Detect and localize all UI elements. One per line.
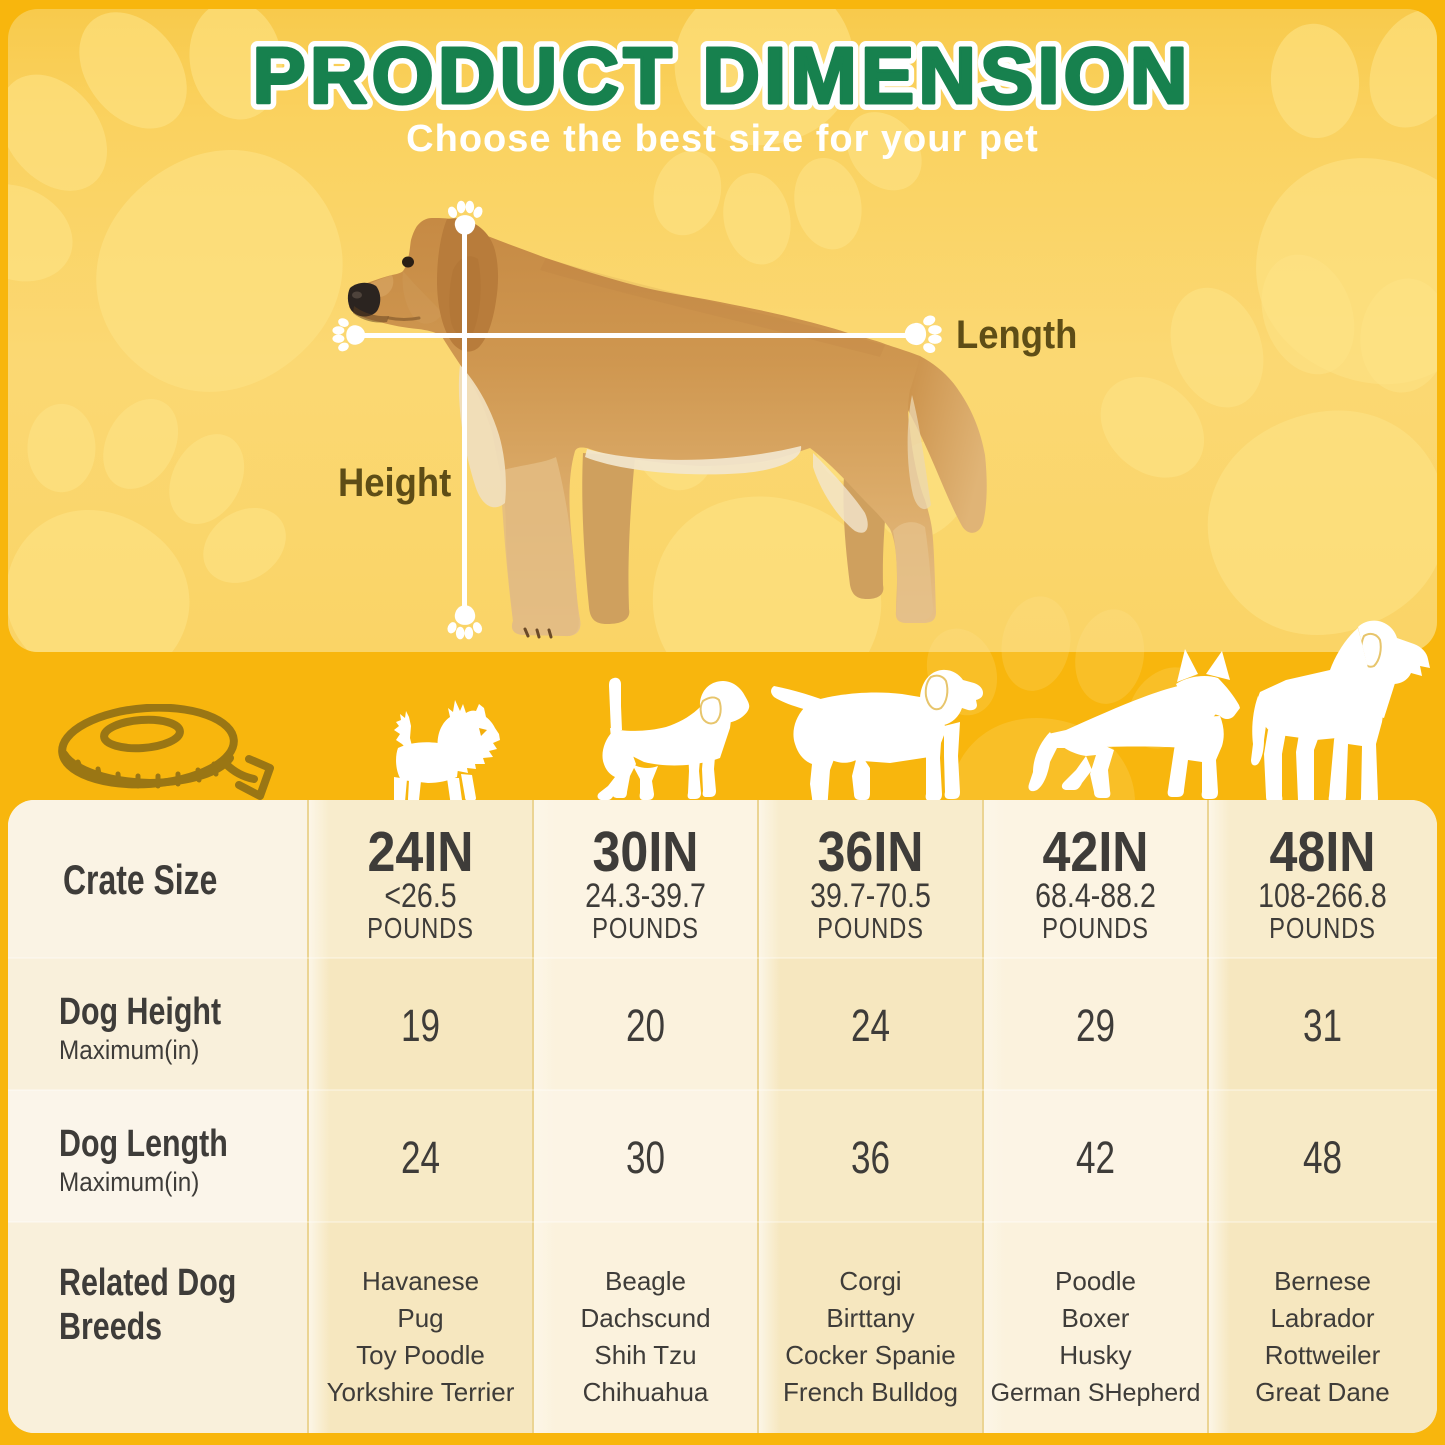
svg-text:PRODUCT DIMENSION: PRODUCT DIMENSION xyxy=(252,31,1191,120)
svg-text:PRODUCT DIMENSION: PRODUCT DIMENSION xyxy=(252,31,1191,120)
